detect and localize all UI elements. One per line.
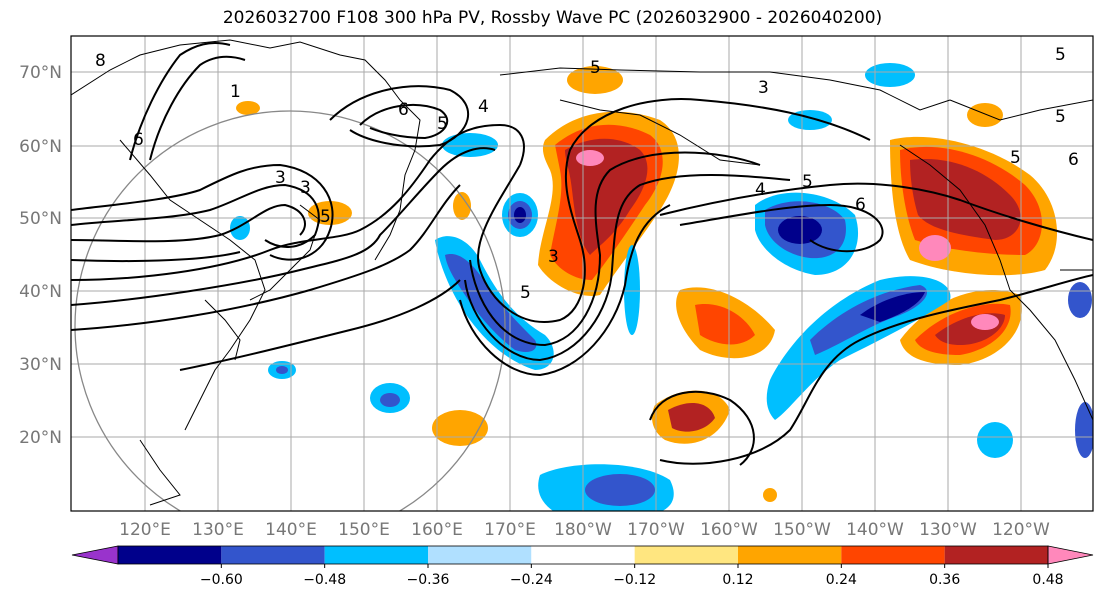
pv-contours	[71, 42, 1093, 466]
colorbar-segment	[531, 546, 635, 564]
contour-label: 5	[1055, 45, 1066, 65]
lon-label: 130°W	[919, 520, 977, 540]
contour-label: 3	[275, 168, 286, 188]
contour-label: 5	[437, 114, 448, 134]
lat-label: 30°N	[19, 355, 62, 375]
contour-label: 1	[230, 82, 241, 102]
contour-label: 3	[548, 247, 559, 267]
colorbar-segment	[738, 546, 842, 564]
map-frame	[70, 35, 1094, 512]
lat-label: 70°N	[19, 63, 62, 83]
lon-label: 120°W	[992, 520, 1050, 540]
contour-label: 5	[1010, 148, 1021, 168]
lon-label: 140°W	[846, 520, 904, 540]
contour-label: 3	[300, 178, 311, 198]
lat-label: 20°N	[19, 428, 62, 448]
colorbar-segment	[221, 546, 325, 564]
colorbar-segment	[841, 546, 945, 564]
contour-label: 5	[1055, 107, 1066, 127]
colorbar-segment	[428, 546, 532, 564]
lon-label: 150°W	[773, 520, 831, 540]
colorbar-tick-label: 0.24	[826, 572, 857, 588]
lon-label: 140°E	[265, 520, 317, 540]
colorbar-tick-label: 0.12	[722, 572, 753, 588]
longitude-labels: 120°E 130°E 140°E 150°E 160°E 170°E 180°…	[119, 520, 1050, 540]
colorbar-segment	[944, 546, 1048, 564]
colorbar-tick-label: −0.48	[303, 572, 346, 588]
colorbar-segment	[118, 546, 222, 564]
lon-label: 130°E	[192, 520, 244, 540]
contour-label: 3	[758, 78, 769, 98]
contour-label: 6	[133, 130, 144, 150]
contour-label: 6	[398, 100, 409, 120]
colorbar-tick-label: −0.36	[407, 572, 450, 588]
colorbar-outline	[117, 545, 1049, 565]
contour-label: 4	[478, 97, 489, 117]
colorbar-tick-label: 0.48	[1032, 572, 1063, 588]
anomaly-shading	[230, 63, 1093, 511]
lon-label: 180°W	[554, 520, 612, 540]
colorbar-tick-label: 0.36	[929, 572, 960, 588]
colorbar-segment	[324, 546, 428, 564]
contour-label: 5	[802, 172, 813, 192]
colorbar: −0.60 −0.48 −0.36 −0.24 −0.12 0.12 0.24 0.36 0.4…	[71, 545, 1094, 588]
colorbar-tick-label: −0.12	[613, 572, 656, 588]
coastlines	[71, 39, 1093, 506]
colorbar-tick-label: −0.24	[510, 572, 553, 588]
lon-label: 160°W	[700, 520, 758, 540]
lon-label: 170°W	[627, 520, 685, 540]
colorbar-segment	[634, 546, 738, 564]
colorbar-extend-low	[71, 545, 119, 565]
latitude-labels: 70°N 60°N 50°N 40°N 30°N 20°N	[19, 63, 62, 448]
contour-label: 8	[95, 51, 106, 71]
contour-label: 6	[855, 195, 866, 215]
lat-label: 60°N	[19, 137, 62, 157]
lon-label: 170°E	[484, 520, 536, 540]
highlight-circle	[74, 110, 506, 511]
contour-label: 5	[590, 58, 601, 78]
lon-label: 160°E	[411, 520, 463, 540]
colorbar-tick-label: −0.60	[200, 572, 243, 588]
map-title: 2026032700 F108 300 hPa PV, Rossby Wave …	[222, 8, 883, 28]
contour-labels: 8 6 1 3 3 5 6 5 4 5 3 4 5 6 5 3 5 5 6 5	[95, 45, 1079, 303]
contour-label: 5	[520, 283, 531, 303]
contour-label: 5	[320, 207, 331, 227]
lon-label: 120°E	[119, 520, 171, 540]
lat-label: 50°N	[19, 209, 62, 229]
lon-label: 150°E	[338, 520, 390, 540]
colorbar-extend-high	[1047, 545, 1094, 565]
contour-label: 4	[755, 180, 766, 200]
lat-label: 40°N	[19, 282, 62, 302]
contour-label: 6	[1068, 150, 1079, 170]
